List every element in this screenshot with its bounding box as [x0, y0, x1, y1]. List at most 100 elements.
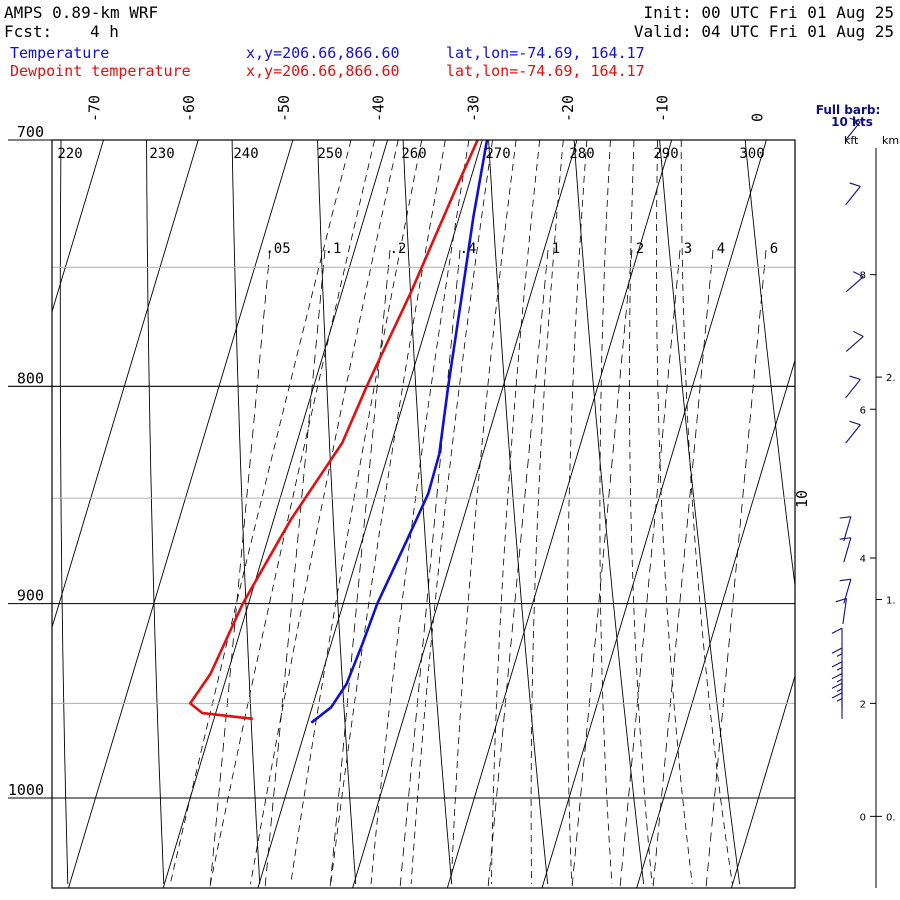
isotherm	[162, 140, 389, 888]
valid-time: Valid: 04 UTC Fri 01 Aug 25	[633, 22, 894, 41]
temperature-tick-label: -30	[464, 95, 482, 122]
kft-tick-label: 2	[860, 699, 866, 710]
legend-temperature-xy: x,y=206.66,866.60	[246, 44, 400, 62]
legend-temperature-name: Temperature	[10, 44, 110, 62]
kft-tick-label: 6	[860, 405, 866, 416]
mixing-ratio-line	[264, 249, 326, 888]
kft-tick-label: 4	[860, 554, 866, 565]
wind-barb	[845, 375, 861, 399]
isotherm	[257, 140, 483, 888]
pressure-tick-label: 700	[17, 123, 44, 141]
wind-barb	[845, 330, 864, 352]
wind-barb	[845, 420, 861, 444]
pressure-tick-label: 900	[17, 587, 44, 605]
dewpoint-line	[188, 140, 479, 721]
pressure-gridlines	[8, 139, 795, 799]
km-tick-label: 2.	[886, 373, 896, 384]
moist-adiabat	[680, 140, 733, 885]
moist-adiabat	[656, 140, 693, 885]
temperature-tick-label: -50	[275, 95, 293, 122]
wind-barb	[839, 516, 852, 542]
wind-barb-flag	[831, 647, 843, 654]
wind-barb-staff	[842, 598, 848, 625]
plot-frame	[51, 139, 796, 889]
isotherm	[541, 140, 767, 888]
wind-panel-subtitle: 10 kts	[831, 115, 873, 129]
mixing-ratio-line	[399, 249, 461, 888]
theta-label: 250	[317, 146, 342, 162]
wind-panel-title: Full barb:	[816, 103, 881, 117]
theta-label: 280	[569, 146, 594, 162]
isotherm	[636, 358, 795, 888]
wind-barb-flag	[839, 578, 851, 582]
isotherm	[446, 140, 673, 888]
moist-adiabat	[250, 140, 399, 885]
temperature-line	[310, 140, 489, 724]
wind-barb-half-flag	[836, 678, 843, 683]
wind-barb	[845, 271, 864, 293]
mixing-ratio-label: .1	[325, 241, 342, 257]
wind-barb-flag	[839, 537, 851, 540]
theta-label: 260	[401, 146, 426, 162]
legend-dewpoint-xy: x,y=206.66,866.60	[246, 62, 400, 80]
wind-barb-staff	[843, 537, 852, 563]
wind-barb-staff	[845, 424, 861, 444]
wind-barb-flag	[831, 692, 843, 699]
temperature-tick-label: -60	[180, 95, 198, 122]
wind-barb-flag	[835, 597, 847, 603]
isotherm	[0, 140, 9, 888]
isotherm	[826, 140, 900, 888]
wind-barb-flag	[831, 682, 843, 689]
wind-barb	[845, 182, 861, 206]
isotherm	[52, 140, 199, 629]
moist-adiabat	[566, 140, 588, 885]
kft-axis-label: kft	[844, 134, 859, 147]
wind-barb-half-flag	[836, 667, 843, 671]
mixing-ratio-label: 4	[717, 241, 725, 257]
temperature-tick-label: -70	[86, 95, 104, 122]
moist-adiabat	[370, 140, 470, 885]
wind-barb-staff	[843, 579, 852, 604]
sounding-series	[188, 140, 489, 724]
forecast-hours: 4 h	[90, 22, 119, 41]
dry-adiabat	[573, 140, 645, 885]
dry-adiabat	[231, 140, 261, 885]
wind-barb-flag	[853, 271, 864, 278]
dry-adiabat	[659, 140, 741, 885]
model-title: AMPS 0.89-km WRF	[4, 3, 159, 22]
moist-adiabat	[410, 140, 493, 885]
theta-label: 300	[739, 146, 764, 162]
pressure-tick-label: 1000	[8, 781, 44, 799]
mixing-ratio-line	[619, 249, 681, 888]
mixing-ratio-label: 1	[552, 241, 560, 257]
mixing-ratio-label: .05	[265, 241, 290, 257]
forecast-label: Fcst:	[4, 22, 53, 41]
mixing-ratio-line	[487, 249, 549, 888]
wind-panel: Full barb:10 ktskftkm864202.1.0.	[816, 103, 899, 888]
theta-label: 230	[149, 146, 174, 162]
km-axis-label: km	[882, 134, 899, 147]
wind-barb	[831, 682, 843, 710]
moist-adiabat	[530, 140, 564, 885]
reference-lines	[0, 140, 900, 888]
wind-barb-half-flag	[836, 688, 843, 692]
wind-barb-staff	[845, 121, 861, 141]
isotherm	[52, 140, 104, 314]
wind-barb-flag	[849, 117, 861, 123]
wind-barb-staff	[845, 186, 861, 206]
wind-barb-flag	[849, 420, 861, 426]
wind-barb-flag	[831, 672, 843, 680]
moist-adiabat	[290, 140, 423, 885]
wind-barb	[831, 647, 843, 675]
wind-barb-flag	[853, 330, 864, 337]
legend-dewpoint-name: Dewpoint temperature	[10, 62, 191, 80]
wind-barb-staff	[843, 516, 852, 542]
temperature-tick-label: -20	[559, 95, 577, 122]
theta-label: 220	[57, 146, 82, 162]
wind-barb-flag	[831, 661, 843, 668]
wind-barb-staff	[845, 379, 861, 399]
wind-barb-half-flag	[836, 698, 843, 702]
moist-adiabat	[599, 140, 613, 885]
moist-adiabat	[629, 140, 653, 885]
